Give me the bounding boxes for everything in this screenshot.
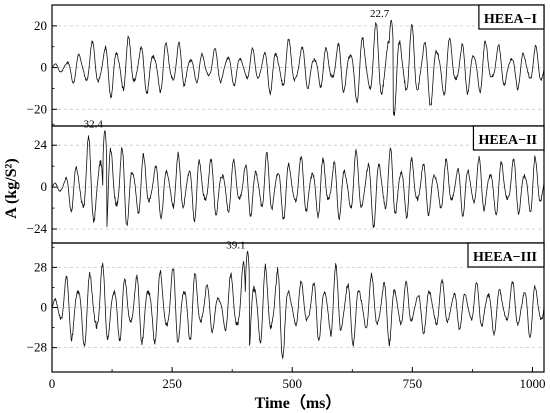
y-tick-label: 0 [41, 300, 48, 315]
panel-label-box [478, 4, 545, 30]
panel-1: 20 0 −20 HEEA−I 22.7 [27, 4, 545, 127]
x-tick-label: 1000 [519, 376, 545, 391]
panels-group: 20 0 −20 HEEA−I 22.7 24 0 −24 HEEA−II 32.4 28 0 −28 H… [27, 4, 545, 373]
peak-label: 22.7 [370, 8, 390, 20]
peak-label: 39.1 [226, 239, 245, 251]
panel-3: 28 0 −28 HEEA−III 39.1 [27, 239, 545, 373]
y-tick-label: 0 [41, 60, 48, 75]
y-tick-label: −24 [27, 221, 48, 236]
x-tick-label: 250 [162, 376, 182, 391]
panel-2: 24 0 −24 HEEA−II 32.4 [27, 119, 545, 244]
panel-label: HEEA−III [473, 250, 537, 265]
waveform-line [51, 250, 545, 360]
waveform-line [51, 130, 545, 229]
y-tick-label: 28 [34, 259, 47, 274]
panel-label: HEEA−I [484, 12, 537, 27]
x-tick-label: 0 [49, 376, 56, 391]
y-tick-label: 20 [34, 18, 47, 33]
y-tick-label: −28 [27, 340, 47, 355]
y-tick-label: −20 [27, 101, 47, 116]
y-tick-label: 24 [34, 137, 48, 152]
y-axis-title: A (kg/S²) [3, 158, 20, 218]
x-tick-label: 500 [282, 376, 302, 391]
y-tick-label: 0 [41, 179, 48, 194]
peak-label: 32.4 [84, 119, 104, 131]
panel-label-box [472, 125, 545, 151]
x-axis: 0 250 500 750 1000 [49, 367, 545, 391]
waveform-line [51, 20, 545, 116]
x-tick-label: 750 [403, 376, 423, 391]
panel-label: HEEA−II [478, 133, 537, 148]
x-axis-title: Time（ms） [255, 394, 342, 412]
panel-label-box [467, 242, 545, 268]
